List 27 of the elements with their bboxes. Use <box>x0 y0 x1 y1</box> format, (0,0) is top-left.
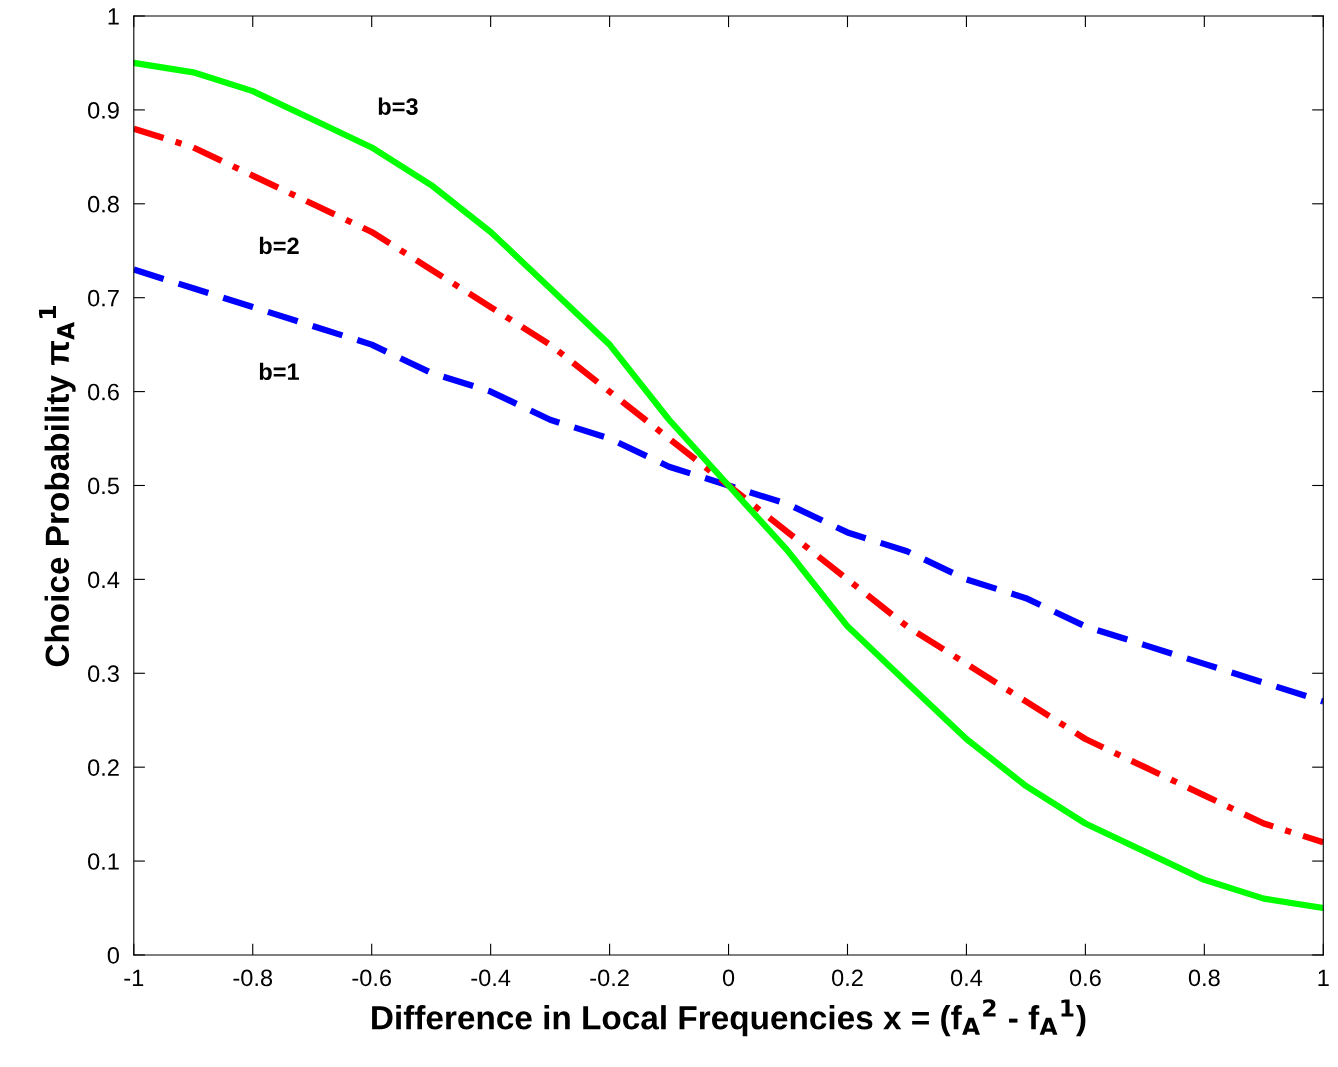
x-tick-label: 0.8 <box>1188 969 1220 987</box>
x-tick-label: -0.4 <box>471 969 511 987</box>
y-tick-label: 0.1 <box>88 853 119 870</box>
x-tick-label: -0.6 <box>352 969 391 987</box>
y-tick-label: 0.5 <box>88 477 119 495</box>
x-tick-label: -0.2 <box>590 969 629 987</box>
y-axis-title: Choice Probability π$_{A}$$^{1}$ <box>38 305 76 667</box>
y-tick-label: 0 <box>107 947 119 964</box>
series-label: b=2 <box>259 236 299 255</box>
y-tick-label: 1 <box>108 8 119 25</box>
y-tick-label: 0.7 <box>88 289 119 307</box>
series-label: b=1 <box>259 362 299 381</box>
x-tick-label: 1 <box>1318 969 1329 986</box>
y-tick-label: 0.6 <box>88 383 119 401</box>
series-label: b=3 <box>378 97 418 115</box>
y-tick-label: 0.9 <box>88 101 119 119</box>
y-tick-label: 0.3 <box>88 665 119 683</box>
x-tick-label: 0.6 <box>1069 969 1101 987</box>
x-tick-label: 0 <box>722 969 735 987</box>
x-tick-label: 0.2 <box>832 969 863 987</box>
y-tick-label: 0.2 <box>88 759 119 776</box>
x-tick-label: -1 <box>124 969 144 986</box>
y-tick-label: 0.4 <box>88 571 120 589</box>
y-tick-label: 0.8 <box>88 195 119 213</box>
x-axis-title: Difference in Local Frequencies x = (f$_{A}$$^{2}$ - f$_{A}$$^{1}$) <box>372 999 1086 1037</box>
x-tick-label: -0.8 <box>233 969 273 987</box>
x-tick-label: 0.4 <box>950 969 983 987</box>
